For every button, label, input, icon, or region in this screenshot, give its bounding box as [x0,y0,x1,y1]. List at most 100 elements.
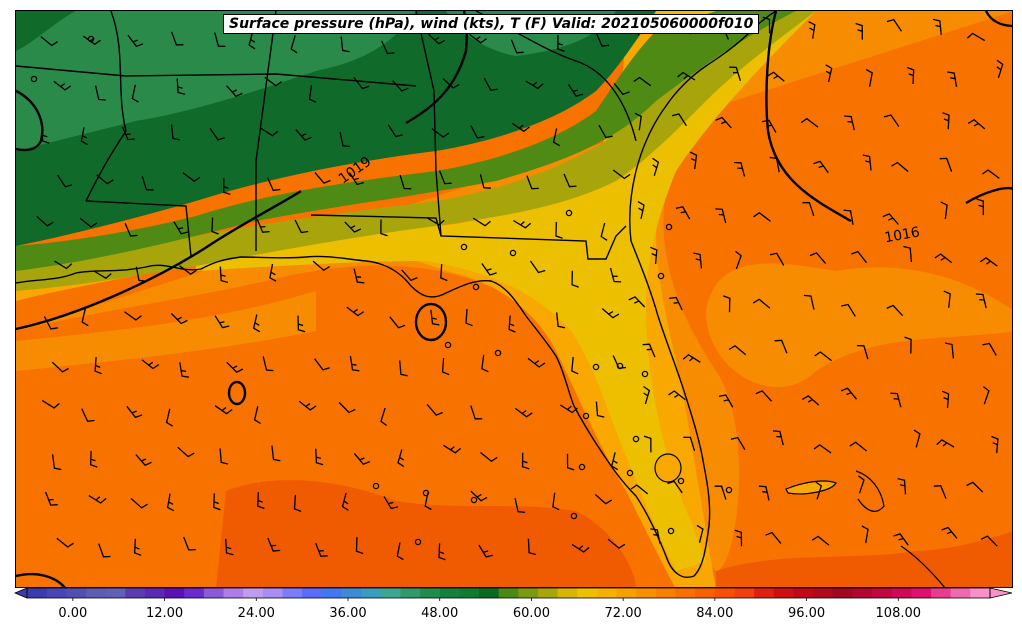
wind-barb [126,405,143,419]
wind-barb [264,76,282,87]
temperature-field-warm-atlantic [716,531,1012,587]
wind-barb [966,481,984,493]
wind-barb [428,33,446,45]
state-border-tn [16,65,417,87]
wind-barb [849,441,868,452]
wind-barb [650,246,658,265]
wind-barb [93,270,112,279]
wind-barb [440,263,448,282]
temperature-field-band-olive [16,11,796,271]
colorbar-tick-label: 108.00 [875,606,922,621]
wind-barb [314,358,330,371]
wind-barb [735,250,742,270]
isobar-closed-contour-gulf [414,302,448,342]
wind-barb [131,84,139,103]
wind-barb [809,252,827,264]
colorbar-outline [26,587,991,599]
map-panel: 1019 1016 [15,10,1013,588]
wind-barb [380,219,388,237]
wind-barb [226,361,244,373]
colorbar-swatch [321,588,342,598]
wind-barb [843,209,854,225]
wind-barb [609,267,622,283]
wind-barb [944,342,955,359]
wind-barb [825,64,833,83]
colorbar-swatch [931,588,952,598]
wind-barb [252,314,261,333]
colorbar-swatch [852,588,873,598]
wind-barb [890,392,902,408]
wind-barb [470,490,488,502]
wind-barb [861,525,869,544]
wind-barb [290,35,298,54]
wind-barb [851,250,868,264]
wind-barb [297,315,306,333]
wind-barb [883,114,900,127]
state-border-ga-fl [310,214,627,260]
calm-wind-circle [472,283,480,291]
calm-wind-circle [657,272,665,280]
wind-barb [552,492,560,511]
wind-barb [526,175,539,190]
colorbar-swatch [891,588,912,598]
colorbar-swatch [911,588,932,598]
wind-barb [170,313,188,325]
wind-barb [442,77,460,89]
wind-barb [40,36,58,47]
colorbar-tick-label: 48.00 [421,606,459,621]
wind-barb [947,71,958,88]
wind-barb [696,524,704,543]
colorbar-extend-max [989,587,1013,599]
wind-barb [53,80,72,91]
wind-barb [897,477,907,495]
wind-barb [841,303,856,317]
wind-barb [438,170,452,185]
wind-barb [734,529,743,547]
calm-wind-circle [582,412,590,420]
wind-barb [903,245,913,263]
colorbar-swatch [734,588,755,598]
wind-barb [733,161,746,177]
wind-barb [975,293,987,309]
wind-barb [438,543,446,561]
lake-okeechobee [654,453,682,483]
colorbar-swatch [675,588,696,598]
wind-barb [774,339,788,354]
wind-barb [349,355,360,372]
wind-barb [668,390,686,401]
wind-barb [943,290,951,308]
wind-barb [353,452,371,465]
colorbar-swatch [832,588,853,598]
wind-barb [135,454,152,466]
wind-barb [431,128,450,138]
wind-barb [36,215,54,227]
calm-wind-circle [30,75,38,83]
colorbar-swatch [557,588,578,598]
calm-wind-circle [494,349,502,357]
colorbar-swatch [262,588,283,598]
wind-barb [346,306,365,317]
wind-barb [765,531,782,544]
wind-barb-layer [30,16,1004,561]
wind-barb [380,407,388,427]
wind-barb [381,40,395,55]
wind-barb [96,174,114,185]
wind-barb [170,31,184,46]
wind-barb [893,533,909,546]
wind-barb [527,538,537,556]
colorbar-swatch [754,588,775,598]
wind-barb [341,492,349,511]
wind-barb [755,390,773,402]
state-border-ms-river [85,11,127,202]
wind-barb [730,436,746,451]
temperature-field-cool-green [16,11,416,151]
colorbar-swatch [85,588,107,598]
colorbar-swatch [125,588,146,598]
wind-barb [514,497,526,514]
wind-barb [613,82,630,96]
wind-barb [508,315,516,333]
wind-barb [127,34,144,48]
wind-barb [293,494,302,513]
wind-barb [315,542,328,557]
colorbar-tick-label: 24.00 [237,606,275,621]
